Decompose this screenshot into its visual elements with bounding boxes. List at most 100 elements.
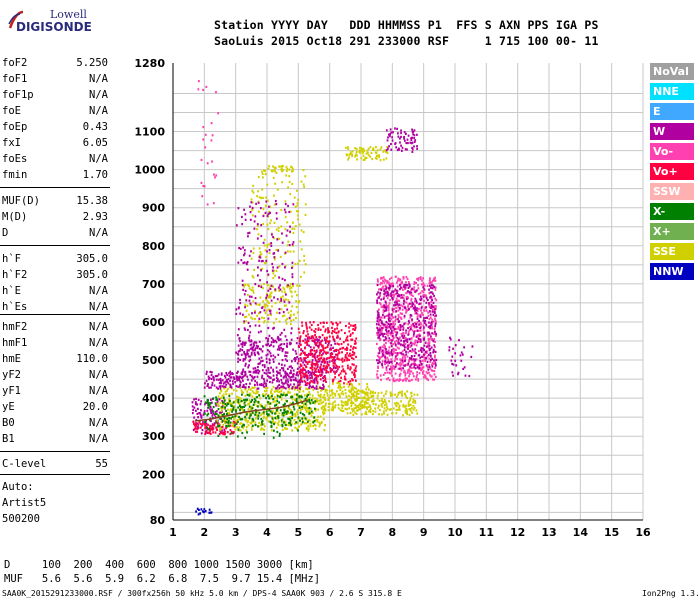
echo-point [195, 424, 198, 427]
echo-point [431, 298, 434, 302]
echo-point [284, 358, 287, 361]
echo-point [241, 425, 243, 428]
echo-point [263, 371, 266, 375]
echo-point [302, 183, 305, 186]
echo-point [281, 181, 284, 184]
echo-point [249, 344, 252, 347]
echo-point [405, 350, 407, 353]
echo-point [284, 413, 286, 416]
echo-point [285, 174, 288, 177]
echo-point [398, 278, 401, 281]
echo-point [413, 331, 416, 334]
echo-point [423, 337, 426, 341]
echo-point [246, 431, 248, 434]
echo-point [223, 406, 226, 410]
echo-point [296, 411, 298, 414]
echo-point [384, 354, 386, 357]
echo-point [295, 373, 298, 377]
echo-point [379, 331, 382, 335]
echo-point [255, 369, 258, 372]
echo-point [194, 427, 197, 430]
echo-point [403, 316, 406, 319]
echo-point [302, 404, 305, 407]
echo-point [249, 358, 252, 361]
echo-point [364, 400, 367, 403]
echo-point [300, 248, 303, 251]
echo-point [387, 358, 390, 362]
echo-point [391, 360, 394, 363]
echo-point [255, 344, 258, 347]
echo-point [418, 337, 420, 341]
echo-point [230, 386, 233, 389]
echo-point [340, 400, 343, 403]
param-row: B1 N/A [2, 433, 108, 447]
echo-point [238, 375, 241, 378]
param-value: 110.0 [76, 353, 108, 365]
echo-point [413, 324, 416, 328]
echo-point [264, 387, 267, 390]
echo-point [414, 358, 416, 361]
echo-point [346, 348, 348, 352]
echo-point [462, 367, 465, 371]
echo-point [245, 309, 248, 312]
echo-point [262, 377, 265, 381]
echo-point [270, 390, 272, 393]
echo-point [210, 377, 213, 381]
echo-point [294, 398, 296, 402]
echo-point [215, 404, 217, 407]
echo-point [242, 368, 245, 371]
echo-point [346, 339, 349, 342]
echo-point [260, 348, 262, 351]
echo-point [423, 288, 426, 291]
echo-point [231, 424, 234, 427]
echo-point [316, 375, 319, 378]
echo-point [336, 327, 338, 330]
echo-point [206, 203, 209, 206]
echo-point [380, 399, 383, 402]
echo-point [310, 407, 313, 411]
echo-point [269, 395, 271, 398]
echo-point [433, 327, 436, 331]
echo-point [415, 352, 417, 355]
param-name: fxI [2, 137, 21, 149]
echo-point [404, 286, 407, 289]
echo-point [245, 382, 248, 386]
echo-point [411, 348, 414, 351]
echo-point [263, 382, 266, 385]
echo-point [390, 285, 393, 288]
echo-point [319, 321, 322, 325]
echo-point [366, 383, 368, 386]
echo-point [380, 288, 383, 292]
echo-point [267, 339, 269, 342]
echo-point [316, 354, 319, 358]
echo-point [341, 390, 344, 393]
echo-point [246, 304, 249, 307]
echo-point [304, 213, 307, 217]
echo-point [389, 352, 392, 355]
echo-point [354, 339, 357, 343]
echo-point [270, 424, 273, 427]
echo-point [388, 288, 391, 291]
echo-point [389, 391, 392, 394]
echo-point [222, 393, 225, 396]
echo-point [410, 406, 413, 410]
echo-point [330, 348, 333, 351]
echo-point [238, 402, 241, 405]
echo-point [406, 277, 409, 281]
echo-point [434, 330, 436, 333]
echo-point [314, 353, 316, 356]
echo-point [322, 325, 325, 328]
echo-point [332, 361, 335, 365]
echo-point [280, 374, 282, 377]
echo-point [409, 313, 412, 317]
echo-point [226, 380, 229, 383]
echo-point [299, 240, 302, 243]
echo-point [384, 309, 386, 313]
echo-point [264, 261, 267, 264]
echo-point [408, 329, 411, 332]
echo-point [337, 352, 340, 355]
echo-point [273, 396, 276, 399]
echo-point [370, 394, 373, 398]
echo-point [411, 411, 413, 414]
echo-point [354, 374, 356, 377]
